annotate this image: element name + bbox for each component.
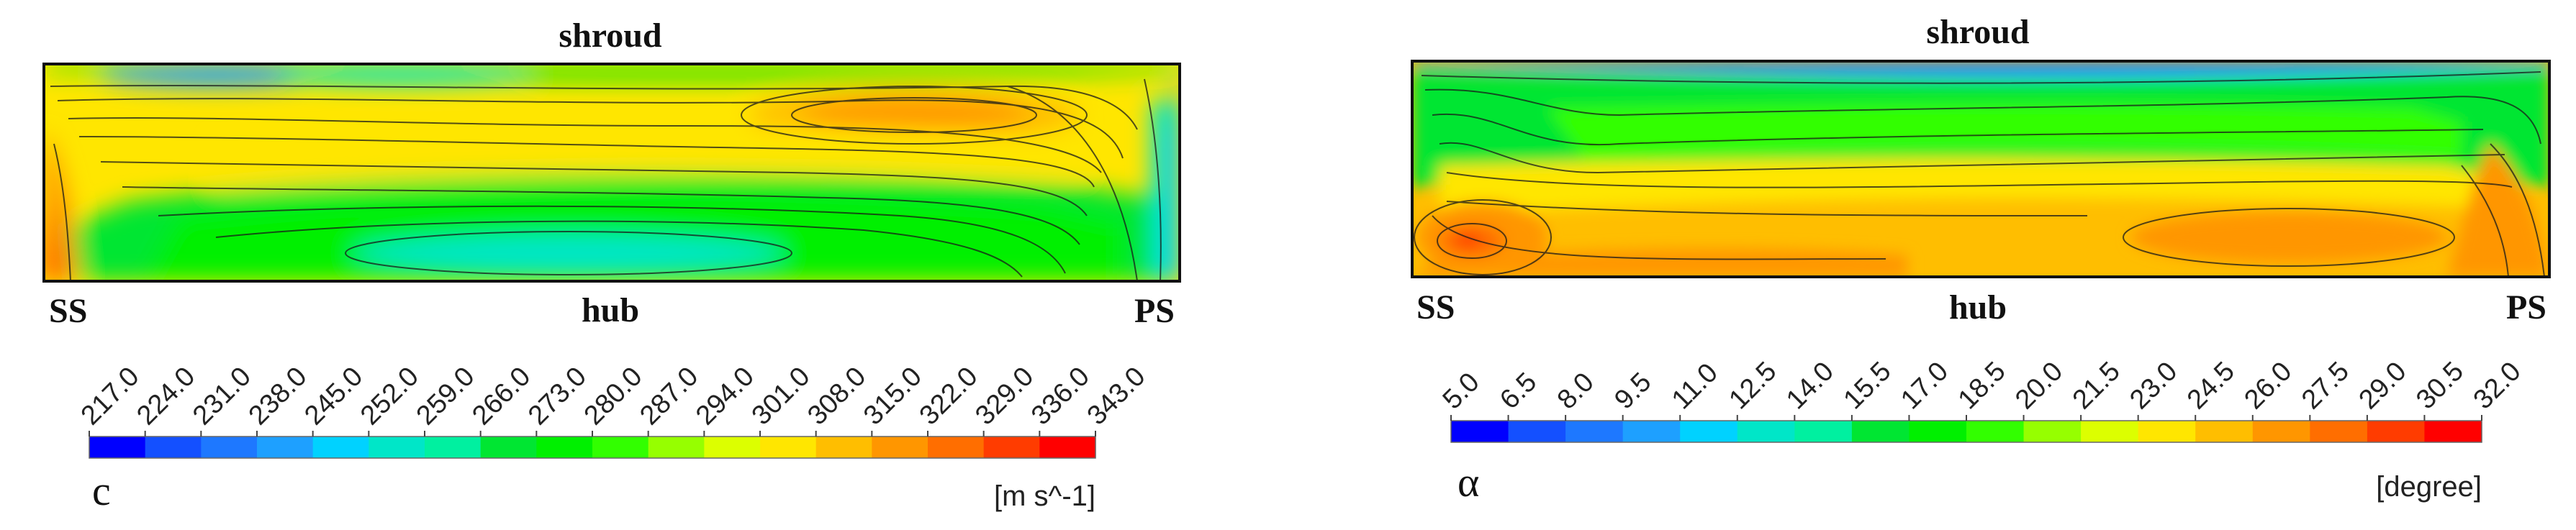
panel-alpha-colorbar-segment: [2367, 421, 2426, 442]
panel-alpha-colorbar-tick-label: 11.0: [1666, 357, 1724, 415]
panel-c-colorbar-tick-label: 252.0: [355, 361, 425, 431]
panel-alpha-colorbar-tick-label: 18.5: [1953, 356, 2012, 415]
panel-c-colorbar-segment: [145, 437, 202, 458]
panel-c-colorbar-segment: [928, 437, 985, 458]
panel-alpha-colorbar-tick-label: 15.5: [1838, 356, 1897, 415]
panel-alpha-colorbar-segment: [1680, 421, 1738, 442]
panel-alpha-colorbar-segment: [1451, 421, 1509, 442]
panel-c-colorbar-tick-label: 343.0: [1082, 361, 1152, 431]
panel-c-colorbar-tick-label: 224.0: [131, 361, 201, 431]
panel-c-colorbar-tick-label: 336.0: [1026, 361, 1095, 431]
panel-alpha-colorbar-segment: [2424, 421, 2482, 442]
panel-c-colorbar-segment: [592, 437, 649, 458]
panel-c-colorbar-tick-label: 308.0: [802, 361, 872, 431]
panel-alpha-colorbar-tick-label: 23.0: [2124, 356, 2183, 415]
panel-alpha-colorbar-tick-label: 9.5: [1609, 367, 1657, 415]
panel-c-bottom-label: hub: [582, 291, 639, 329]
panel-alpha-colorbar-ticks: 5.0 6.5 8.0 9.5 11.0 12.514.015.517.018.520.0…: [1437, 356, 2527, 421]
panel-c-colorbar-segment: [480, 437, 537, 458]
panel-alpha-colorbar-segment: [2081, 421, 2139, 442]
panel-alpha-colorbar-tick-label: 27.5: [2296, 356, 2355, 415]
panel-c-left-label: SS: [49, 292, 87, 330]
panel-c-colorbar-tick-label: 266.0: [466, 361, 536, 431]
panel-c-colorbar-tick-label: 238.0: [243, 361, 313, 431]
panel-c-colorbar-segment: [815, 437, 872, 458]
panel-c-colorbar-segment: [648, 437, 705, 458]
panel-c-colorbar-ticks: 217.0224.0231.0238.0245.0252.0259.0266.0…: [76, 361, 1152, 437]
panel-alpha-colorbar-tick-label: 26.0: [2238, 356, 2297, 415]
panel-alpha-colorbar-segment: [1851, 421, 1910, 442]
panel-c-frame: [42, 63, 1181, 283]
panel-alpha-colorbar-tick-label: 21.5: [2067, 356, 2126, 415]
panel-c-colorbar-segment: [369, 437, 425, 458]
panel-alpha-colorbar-segment: [1565, 421, 1624, 442]
panel-c-colorbar-segment: [89, 437, 146, 458]
panel-alpha-colorbar-tick-label: 29.0: [2354, 356, 2413, 415]
panel-alpha-bottom-label: hub: [1949, 288, 2007, 326]
panel-alpha-units: [degree]: [2376, 471, 2482, 503]
panel-c-variable-symbol: c: [92, 467, 111, 514]
panel-c-colorbar-tick-label: 231.0: [187, 361, 257, 431]
panel-alpha-top-label: shroud: [1926, 13, 2030, 51]
panel-alpha-colorbar-segment: [1737, 421, 1795, 442]
panel-c-colorbar-tick-label: 315.0: [858, 361, 928, 431]
panel-c-colorbar-segment: [704, 437, 761, 458]
panel-alpha-colorbar-segment: [2195, 421, 2254, 442]
panel-c-colorbar-tick-label: 245.0: [299, 361, 369, 431]
panel-c-colorbar-segment: [760, 437, 817, 458]
panel-c-colorbar-tick-label: 322.0: [914, 361, 984, 431]
panel-alpha-colorbar-tick-label: 6.5: [1494, 367, 1542, 415]
panel-c-colorbar-segment: [312, 437, 369, 458]
panel-alpha-colorbar-segment: [1909, 421, 1967, 442]
panel-c-colorbar: [89, 436, 1096, 459]
panel-alpha-left-label: SS: [1416, 288, 1455, 326]
panel-alpha-colorbar-tick-label: 20.0: [2010, 356, 2069, 415]
panel-alpha-colorbar-tick-label: 32.0: [2468, 356, 2527, 415]
panel-c-colorbar-tick-label: 294.0: [690, 361, 760, 431]
panel-c-colorbar-tick-label: 280.0: [579, 361, 648, 431]
panel-c-colorbar-segment: [872, 437, 928, 458]
panel-alpha-colorbar-segment: [1622, 421, 1681, 442]
panel-alpha-variable-symbol: α: [1458, 459, 1479, 506]
panel-alpha-colorbar-segment: [2310, 421, 2368, 442]
panel-c-colorbar-tick-label: 329.0: [970, 361, 1039, 431]
panel-alpha-frame: [1411, 60, 2551, 278]
panel-alpha-right-label: PS: [2506, 288, 2546, 326]
panel-alpha-colorbar-segment: [2023, 421, 2082, 442]
panel-alpha-colorbar-tick-label: 12.5: [1723, 356, 1782, 415]
panel-c-colorbar-segment: [536, 437, 593, 458]
panel-c-colorbar-tick-label: 287.0: [634, 361, 704, 431]
panel-alpha-contour-field: [1412, 61, 2549, 277]
panel-c-units: [m s^-1]: [994, 480, 1095, 512]
panel-c-contour-field: [44, 64, 1180, 281]
panel-alpha-colorbar-tick-label: 24.5: [2182, 356, 2241, 415]
panel-alpha-colorbar-segment: [2138, 421, 2196, 442]
panel-alpha-colorbar-segment: [1508, 421, 1566, 442]
panel-alpha-colorbar-tick-label: 14.0: [1781, 356, 1840, 415]
panel-alpha-colorbar-segment: [2252, 421, 2310, 442]
panel-alpha-colorbar-tick-label: 5.0: [1437, 367, 1486, 415]
panel-c-colorbar-tick-label: 259.0: [411, 361, 481, 431]
panel-c: shroud: [42, 17, 1181, 514]
panel-c-colorbar-segment: [257, 437, 314, 458]
panel-alpha-colorbar-tick-label: 8.0: [1552, 367, 1600, 415]
panel-alpha-colorbar-tick-label: 17.0: [1895, 356, 1954, 415]
panel-alpha: shroud: [1411, 13, 2551, 506]
panel-alpha-colorbar-segment: [1794, 421, 1853, 442]
panel-c-colorbar-tick-label: 217.0: [76, 361, 145, 431]
panel-c-right-label: PS: [1134, 292, 1175, 330]
panel-alpha-colorbar-segment: [1966, 421, 2025, 442]
panel-c-colorbar-segment: [425, 437, 482, 458]
panel-alpha-colorbar: [1450, 420, 2482, 443]
panel-c-top-label: shroud: [559, 17, 662, 55]
panel-c-colorbar-segment: [1039, 437, 1096, 458]
panel-c-colorbar-tick-label: 301.0: [746, 361, 816, 431]
panel-c-colorbar-tick-label: 273.0: [523, 361, 592, 431]
panel-alpha-colorbar-tick-label: 30.5: [2410, 356, 2469, 415]
panel-c-colorbar-segment: [201, 437, 258, 458]
panel-c-colorbar-segment: [983, 437, 1040, 458]
